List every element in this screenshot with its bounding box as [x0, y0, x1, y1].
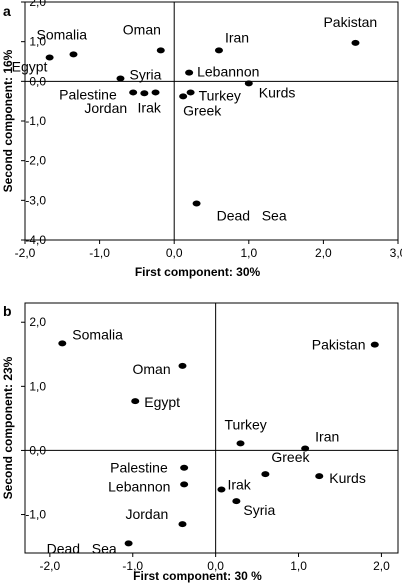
data-point [45, 54, 54, 61]
data-point [351, 39, 360, 46]
x-tick-label: 2,0 [315, 246, 332, 260]
data-point [180, 464, 189, 471]
data-point [301, 445, 310, 452]
y-tick-label: 1,0 [29, 379, 46, 393]
y-axis-title: Second component: 23% [1, 356, 15, 499]
point-label: Turkey [199, 87, 241, 103]
x-tick-label: -2,0 [40, 559, 61, 573]
point-label: Kurds [329, 470, 366, 486]
y-tick-label: -1,0 [25, 508, 46, 522]
data-point [315, 473, 324, 480]
data-point [178, 362, 187, 369]
y-tick-label: 0,0 [29, 74, 46, 88]
point-label: Pakistan [312, 337, 366, 353]
y-axis-title: Second component: 16% [1, 49, 15, 192]
point-label: Oman [123, 21, 161, 37]
point-label: Dead Sea [47, 540, 117, 556]
data-point [124, 540, 133, 547]
x-axis-title: First component: 30% [135, 265, 261, 279]
panel-letter: b [3, 303, 12, 319]
y-tick-label: 2,0 [29, 0, 46, 9]
y-tick-label: -4,0 [25, 233, 46, 247]
point-label: Turkey [225, 416, 267, 432]
data-point [180, 481, 189, 488]
data-point [236, 440, 245, 447]
x-tick-label: 0,0 [207, 559, 224, 573]
y-tick-label: -2,0 [25, 154, 46, 168]
data-point [217, 486, 226, 493]
point-label: Iran [315, 429, 339, 445]
y-tick-label: -3,0 [25, 193, 46, 207]
point-label: Oman [132, 361, 170, 377]
x-tick-label: 3,0 [390, 246, 402, 260]
y-tick-label: 0,0 [29, 443, 46, 457]
y-tick-label: -1,0 [25, 114, 46, 128]
data-point [232, 498, 241, 505]
y-tick-label: 2,0 [29, 315, 46, 329]
data-point [58, 340, 67, 347]
data-point [116, 75, 125, 82]
point-label: Syria [243, 502, 275, 518]
data-point [69, 51, 78, 58]
data-point [178, 521, 187, 528]
data-point [151, 89, 160, 96]
point-label: Egypt [12, 59, 48, 75]
data-point [179, 93, 188, 100]
point-label: Lebannon [108, 478, 170, 494]
data-point [186, 89, 195, 96]
point-label: Somalia [36, 26, 87, 42]
x-tick-label: -2,0 [15, 246, 36, 260]
x-tick-label: 1,0 [240, 246, 257, 260]
point-label: Jordan [125, 506, 168, 522]
point-label: Greek [183, 102, 222, 118]
x-axis-title: First component: 30 % [133, 569, 262, 583]
point-label: Somalia [72, 326, 123, 342]
point-label: Irak [227, 477, 251, 493]
plot-frame [24, 302, 399, 554]
data-point [261, 471, 270, 478]
data-point [140, 90, 149, 97]
point-label: Pakistan [323, 14, 377, 30]
point-label: Greek [271, 449, 310, 465]
point-label: Iran [225, 29, 249, 45]
point-label: Lebannon [197, 64, 259, 80]
point-label: Egypt [144, 394, 180, 410]
point-label: Jordan [84, 100, 127, 116]
data-point [156, 47, 165, 54]
point-label: Dead Sea [217, 208, 287, 224]
point-label: Palestine [110, 460, 168, 476]
data-point [214, 47, 223, 54]
x-tick-label: 1,0 [290, 559, 307, 573]
data-point [192, 200, 201, 207]
point-label: Irak [138, 99, 162, 115]
data-point [244, 80, 253, 87]
point-label: Syria [129, 67, 161, 83]
data-point [185, 69, 194, 76]
x-tick-label: -1,0 [89, 246, 110, 260]
x-tick-label: 2,0 [373, 559, 390, 573]
data-point [370, 341, 379, 348]
y-tick-label: 1,0 [29, 35, 46, 49]
data-point [131, 398, 140, 405]
point-label: Kurds [259, 84, 296, 100]
panel-letter: a [3, 3, 11, 19]
x-tick-label: -1,0 [122, 559, 143, 573]
x-tick-label: 0,0 [166, 246, 183, 260]
point-label: Palestine [59, 86, 117, 102]
data-point [129, 89, 138, 96]
chart-panel-a: a -2,0 -1,0 0,0 1,0 2,0 3,0 2,0 1,0 0,0 -1,0 -2,0 -3… [1, 0, 402, 279]
